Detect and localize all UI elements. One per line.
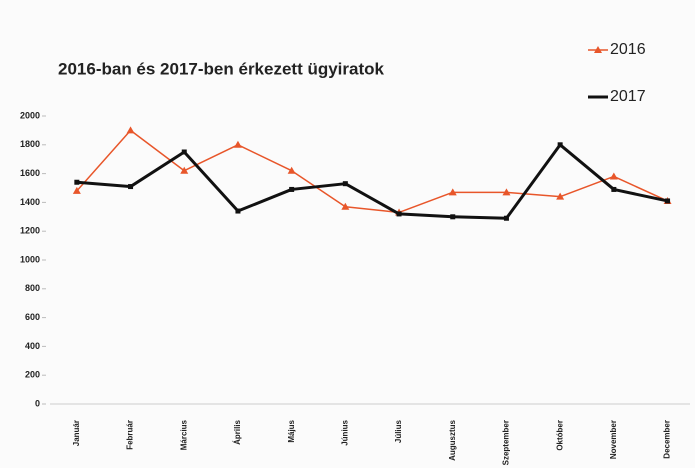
x-tick-label: Május bbox=[287, 419, 296, 442]
x-tick-label: November bbox=[609, 420, 618, 459]
marker bbox=[611, 186, 617, 192]
y-tick-label: 1400 bbox=[20, 197, 40, 207]
marker bbox=[180, 166, 189, 174]
series-line bbox=[76, 143, 668, 220]
marker bbox=[72, 186, 81, 194]
marker bbox=[665, 198, 671, 204]
y-tick-label: 1800 bbox=[20, 139, 40, 149]
marker bbox=[342, 181, 348, 187]
marker bbox=[450, 214, 456, 220]
x-tick-label: Július bbox=[394, 419, 403, 443]
y-tick-label: 400 bbox=[25, 341, 40, 351]
y-tick-label: 1000 bbox=[20, 254, 40, 264]
y-tick-label: 1600 bbox=[20, 168, 40, 178]
marker bbox=[74, 179, 80, 185]
marker bbox=[235, 208, 241, 214]
marker bbox=[126, 126, 135, 134]
marker bbox=[287, 166, 296, 174]
marker bbox=[503, 215, 509, 221]
x-tick-label: Augusztus bbox=[448, 419, 457, 460]
marker bbox=[128, 184, 134, 190]
marker bbox=[557, 142, 563, 148]
y-tick-label: 1200 bbox=[20, 226, 40, 236]
legend-label: 2017 bbox=[610, 88, 646, 105]
x-tick-label: December bbox=[663, 420, 672, 459]
marker bbox=[448, 188, 457, 196]
x-tick-label: Szeptember bbox=[502, 420, 511, 465]
legend-marker bbox=[594, 46, 602, 53]
x-tick-label: Június bbox=[340, 419, 349, 445]
x-tick-label: Március bbox=[179, 419, 188, 450]
y-tick-label: 2000 bbox=[20, 110, 40, 120]
y-tick-label: 0 bbox=[35, 398, 40, 408]
marker bbox=[609, 172, 618, 180]
marker bbox=[556, 192, 565, 200]
chart-title: 2016-ban és 2017-ben érkezett ügyiratok bbox=[58, 59, 385, 78]
legend-label: 2016 bbox=[610, 41, 646, 58]
x-tick-label: Február bbox=[126, 420, 135, 450]
marker bbox=[396, 211, 402, 217]
marker bbox=[289, 186, 295, 192]
x-tick-label: Április bbox=[233, 419, 242, 444]
series-line bbox=[76, 129, 668, 214]
x-tick-label: Október bbox=[555, 420, 564, 451]
y-tick-label: 200 bbox=[25, 370, 40, 380]
marker bbox=[341, 202, 350, 210]
y-tick-label: 800 bbox=[25, 283, 40, 293]
marker bbox=[233, 140, 242, 148]
marker bbox=[502, 188, 511, 196]
y-tick-label: 600 bbox=[25, 312, 40, 322]
marker bbox=[181, 149, 187, 155]
x-tick-label: Január bbox=[72, 420, 81, 446]
